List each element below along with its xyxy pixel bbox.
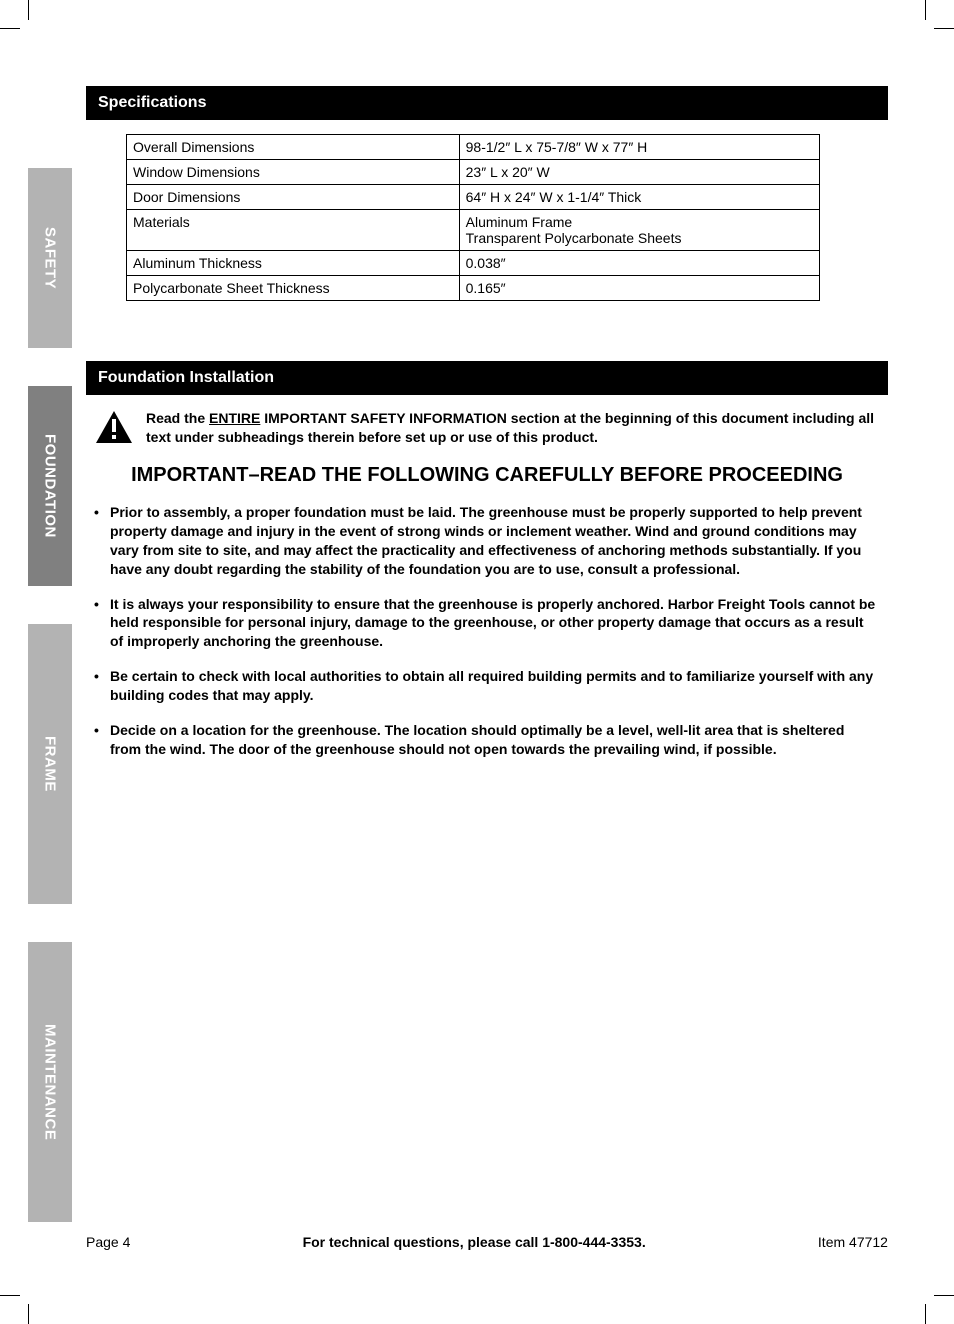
spec-label: Door Dimensions [127,185,460,210]
crop-mark [925,0,926,20]
spec-label: Window Dimensions [127,160,460,185]
side-tab-foundation: FOUNDATION [28,386,72,586]
table-row: Polycarbonate Sheet Thickness0.165″ [127,276,820,301]
section-header-foundation: Foundation Installation [86,361,888,395]
page-footer: Page 4 For technical questions, please c… [86,1234,888,1250]
warning-pre: Read the [146,410,209,426]
bullet-item: Prior to assembly, a proper foundation m… [92,503,878,579]
warning-icon [94,409,134,450]
table-row: Overall Dimensions98-1/2″ L x 75-7/8″ W … [127,135,820,160]
crop-mark [934,1295,954,1296]
spec-label: Polycarbonate Sheet Thickness [127,276,460,301]
footer-page-number: Page 4 [86,1234,130,1250]
side-tab-label: MAINTENANCE [42,1024,59,1140]
specs-table: Overall Dimensions98-1/2″ L x 75-7/8″ W … [126,134,820,301]
manual-page: SAFETY FOUNDATION FRAME MAINTENANCE Spec… [28,58,926,1266]
bullet-item: Decide on a location for the greenhouse.… [92,721,878,759]
spec-value: Aluminum FrameTransparent Polycarbonate … [459,210,819,251]
crop-mark [925,1304,926,1324]
spec-label: Overall Dimensions [127,135,460,160]
section-header-specifications: Specifications [86,86,888,120]
footer-support-text: For technical questions, please call 1-8… [303,1234,646,1250]
warning-block: Read the ENTIRE IMPORTANT SAFETY INFORMA… [94,409,880,450]
side-tab-safety: SAFETY [28,168,72,348]
spec-value: 0.165″ [459,276,819,301]
spec-label: Aluminum Thickness [127,251,460,276]
spec-value: 23″ L x 20″ W [459,160,819,185]
spec-value: 98-1/2″ L x 75-7/8″ W x 77″ H [459,135,819,160]
table-row: Aluminum Thickness0.038″ [127,251,820,276]
bullet-item: It is always your responsibility to ensu… [92,595,878,652]
side-tab-maintenance: MAINTENANCE [28,942,72,1222]
table-row: Door Dimensions64″ H x 24″ W x 1-1/4″ Th… [127,185,820,210]
footer-item-number: Item 47712 [818,1234,888,1250]
table-row: Window Dimensions23″ L x 20″ W [127,160,820,185]
spec-value: 64″ H x 24″ W x 1-1/4″ Thick [459,185,819,210]
side-tab-label: FOUNDATION [42,434,59,538]
side-tab-label: FRAME [42,736,59,792]
warning-underlined: ENTIRE [209,410,260,426]
crop-mark [28,0,29,20]
crop-mark [0,28,20,29]
spec-label: Materials [127,210,460,251]
bullet-list: Prior to assembly, a proper foundation m… [86,503,888,759]
warning-text: Read the ENTIRE IMPORTANT SAFETY INFORMA… [146,409,880,447]
side-tab-frame: FRAME [28,624,72,904]
table-row: MaterialsAluminum FrameTransparent Polyc… [127,210,820,251]
side-tab-bar: SAFETY FOUNDATION FRAME MAINTENANCE [28,168,72,1260]
spec-value: 0.038″ [459,251,819,276]
crop-mark [28,1304,29,1324]
crop-mark [0,1295,20,1296]
crop-mark [934,28,954,29]
side-tab-label: SAFETY [42,227,59,289]
important-heading: IMPORTANT–READ THE FOLLOWING CAREFULLY B… [86,464,888,487]
bullet-item: Be certain to check with local authoriti… [92,667,878,705]
page-content: Specifications Overall Dimensions98-1/2″… [86,58,888,759]
